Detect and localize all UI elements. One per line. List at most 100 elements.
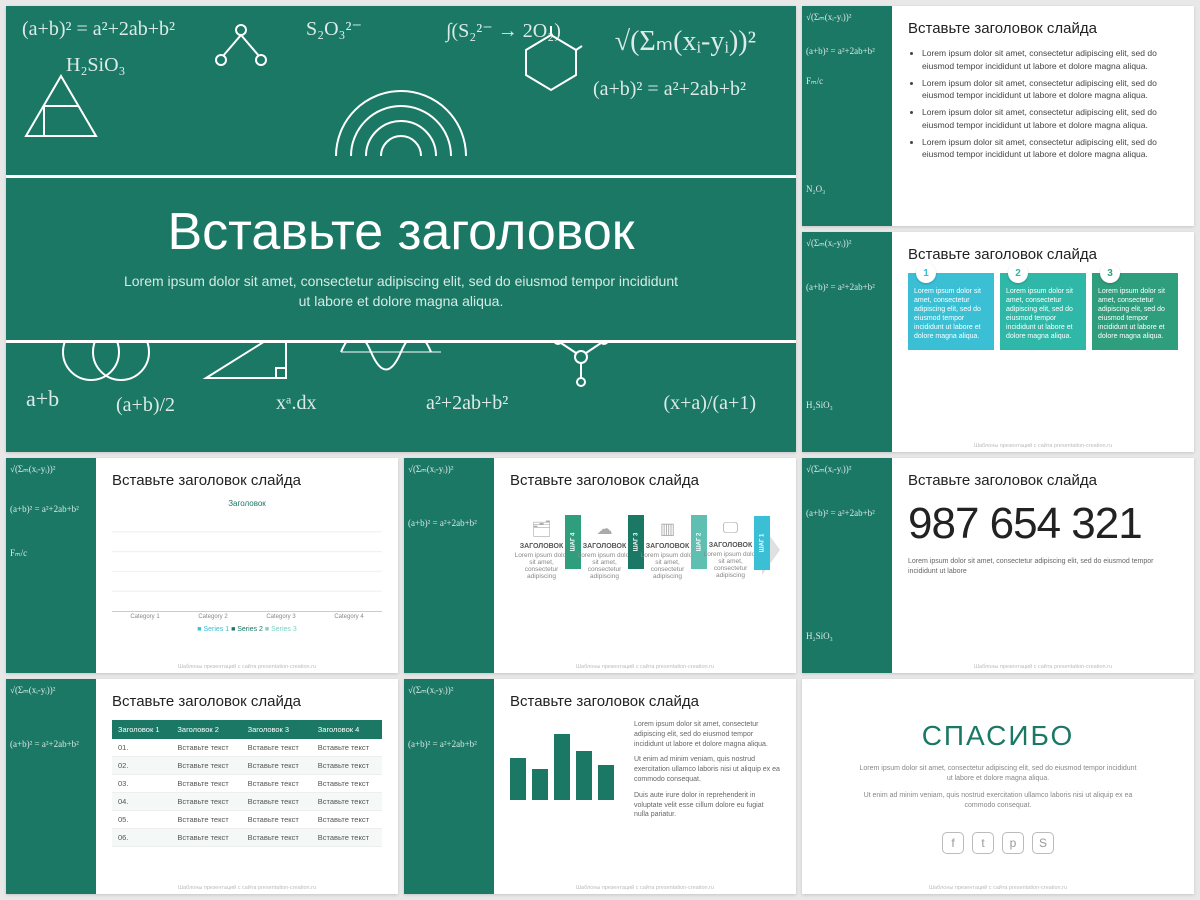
bullet-item: Lorem ipsum dolor sit amet, consectetur … bbox=[922, 106, 1178, 132]
slide-title: Вставьте заголовок слайда bbox=[510, 693, 780, 710]
benzene-icon bbox=[506, 20, 596, 100]
step-title: ЗАГОЛОВОК bbox=[640, 543, 695, 550]
paragraph: Ut enim ad minim veniam, quis nostrud ex… bbox=[634, 755, 780, 784]
slide-table[interactable]: √(Σₘ(xᵢ-yᵢ))² (a+b)² = a²+2ab+b² Вставьт… bbox=[6, 679, 398, 894]
hero-title: Вставьте заголовок bbox=[36, 202, 766, 262]
data-table: Заголовок 1Заголовок 2Заголовок 3Заголов… bbox=[112, 720, 382, 847]
table-header: Заголовок 2 bbox=[171, 720, 241, 739]
slide-thanks[interactable]: СПАСИБО Lorem ipsum dolor sit amet, cons… bbox=[802, 679, 1194, 894]
paragraph: Lorem ipsum dolor sit amet, consectetur … bbox=[634, 720, 780, 749]
table-cell: Вставьте текст bbox=[242, 793, 312, 811]
thanks-text: Lorem ipsum dolor sit amet, consectetur … bbox=[858, 764, 1138, 785]
step-text: Lorem ipsum dolor sit amet, consectetur … bbox=[640, 552, 695, 580]
category-label: Category 1 bbox=[118, 614, 172, 620]
social-icon[interactable]: p bbox=[1002, 832, 1024, 854]
step-icon: ☁ bbox=[577, 519, 632, 539]
table-header: Заголовок 4 bbox=[312, 720, 382, 739]
legend-item: Series 1 bbox=[197, 626, 231, 633]
step-text: Lorem ipsum dolor sit amet, consectetur … bbox=[577, 552, 632, 580]
process-arrow: 🗂 ЗАГОЛОВОК Lorem ipsum dolor sit amet, co… bbox=[510, 519, 780, 580]
table-cell: Вставьте текст bbox=[171, 829, 241, 847]
side-chalk: √(Σₘ(xᵢ-yᵢ))² (a+b)² = a²+2ab+b² Fₘ/c N₂… bbox=[802, 6, 892, 226]
table-cell: 02. bbox=[112, 757, 171, 775]
process-step: 🖵 ЗАГОЛОВОК Lorem ipsum dolor sit amet, co… bbox=[699, 520, 762, 579]
slide-title: Вставьте заголовок слайда bbox=[908, 20, 1178, 37]
hero-subtitle: Lorem ipsum dolor sit amet, consectetur … bbox=[121, 272, 681, 311]
slide-process[interactable]: √(Σₘ(xᵢ-yᵢ))² (a+b)² = a²+2ab+b² Вставьт… bbox=[404, 458, 796, 673]
step-text: Lorem ipsum dolor sit amet, consectetur … bbox=[514, 552, 569, 580]
arc-icon bbox=[326, 56, 476, 166]
slide-barchart[interactable]: √(Σₘ(xᵢ-yᵢ))² (a+b)² = a²+2ab+b² Fₘ/c Вс… bbox=[6, 458, 398, 673]
slide-minichart[interactable]: √(Σₘ(xᵢ-yᵢ))² (a+b)² = a²+2ab+b² Вставьт… bbox=[404, 679, 796, 894]
category-labels: Category 1Category 2Category 3Category 4 bbox=[112, 612, 382, 620]
step-icon: 🗂 bbox=[514, 519, 569, 539]
process-step: ☁ ЗАГОЛОВОК Lorem ipsum dolor sit amet, co… bbox=[573, 519, 636, 580]
bullet-item: Lorem ipsum dolor sit amet, consectetur … bbox=[922, 136, 1178, 162]
step-title: ЗАГОЛОВОК bbox=[703, 542, 758, 549]
table-cell: Вставьте текст bbox=[171, 739, 241, 757]
badge-number: 1 bbox=[916, 263, 936, 283]
table-cell: Вставьте текст bbox=[242, 775, 312, 793]
table-cell: Вставьте текст bbox=[312, 793, 382, 811]
badge-number: 2 bbox=[1008, 263, 1028, 283]
category-label: Category 4 bbox=[322, 614, 376, 620]
table-cell: 03. bbox=[112, 775, 171, 793]
info-box: 3Lorem ipsum dolor sit amet, consectetur… bbox=[1092, 273, 1178, 350]
table-cell: Вставьте текст bbox=[242, 829, 312, 847]
chart-legend: Series 1 Series 2 Series 3 bbox=[112, 626, 382, 633]
table-cell: Вставьте текст bbox=[312, 775, 382, 793]
table-cell: Вставьте текст bbox=[242, 811, 312, 829]
social-icons: ftpS bbox=[942, 832, 1054, 854]
footer-note: Шаблоны презентаций с сайта presentation… bbox=[494, 664, 796, 670]
slide-title: Вставьте заголовок слайда bbox=[112, 693, 382, 710]
table-row: 06.Вставьте текстВставьте текстВставьте … bbox=[112, 829, 382, 847]
legend-item: Series 3 bbox=[265, 626, 297, 633]
table-cell: Вставьте текст bbox=[312, 811, 382, 829]
table-cell: 06. bbox=[112, 829, 171, 847]
table-cell: Вставьте текст bbox=[171, 775, 241, 793]
step-title: ЗАГОЛОВОК bbox=[577, 543, 632, 550]
thanks-text: Ut enim ad minim veniam, quis nostrud ex… bbox=[858, 791, 1138, 812]
footer-note: Шаблоны презентаций с сайта presentation… bbox=[892, 443, 1194, 449]
slide-boxes[interactable]: √(Σₘ(xᵢ-yᵢ))² (a+b)² = a²+2ab+b² H₂SiO₃ … bbox=[802, 232, 1194, 452]
table-row: 04.Вставьте текстВставьте текстВставьте … bbox=[112, 793, 382, 811]
mini-bar bbox=[576, 751, 592, 800]
step-label: ШАГ 1 bbox=[759, 534, 765, 553]
social-icon[interactable]: S bbox=[1032, 832, 1054, 854]
table-row: 05.Вставьте текстВставьте текстВставьте … bbox=[112, 811, 382, 829]
slide-bullets[interactable]: √(Σₘ(xᵢ-yᵢ))² (a+b)² = a²+2ab+b² Fₘ/c N₂… bbox=[802, 6, 1194, 226]
mini-bar bbox=[554, 734, 570, 801]
step-icon: 🖵 bbox=[703, 520, 758, 538]
step-text: Lorem ipsum dolor sit amet, consectetur … bbox=[703, 551, 758, 579]
number-caption: Lorem ipsum dolor sit amet, consectetur … bbox=[908, 557, 1178, 577]
bullet-item: Lorem ipsum dolor sit amet, consectetur … bbox=[922, 77, 1178, 103]
bullet-list: Lorem ipsum dolor sit amet, consectetur … bbox=[908, 47, 1178, 161]
process-step: ▥ ЗАГОЛОВОК Lorem ipsum dolor sit amet, co… bbox=[636, 519, 699, 580]
triangle-icon bbox=[16, 66, 106, 146]
table-cell: 05. bbox=[112, 811, 171, 829]
table-row: 01.Вставьте текстВставьте текстВставьте … bbox=[112, 739, 382, 757]
category-label: Category 2 bbox=[186, 614, 240, 620]
paragraph: Duis aute irure dolor in reprehenderit i… bbox=[634, 791, 780, 820]
mini-bar bbox=[532, 769, 548, 801]
footer-note: Шаблоны презентаций с сайта presentation… bbox=[494, 885, 796, 891]
table-cell: Вставьте текст bbox=[171, 811, 241, 829]
mini-bar bbox=[598, 765, 614, 800]
info-box: 2Lorem ipsum dolor sit amet, consectetur… bbox=[1000, 273, 1086, 350]
slide-hero[interactable]: (a+b)² = a²+2ab+b² H₂SiO₃ S₂O₃²⁻ ∫(S₂²⁻ … bbox=[6, 6, 796, 452]
table-cell: Вставьте текст bbox=[171, 757, 241, 775]
social-icon[interactable]: t bbox=[972, 832, 994, 854]
thanks-title: СПАСИБО bbox=[922, 720, 1075, 752]
big-number: 987 654 321 bbox=[908, 499, 1178, 549]
social-icon[interactable]: f bbox=[942, 832, 964, 854]
hero-band: Вставьте заголовок Lorem ipsum dolor sit… bbox=[6, 175, 796, 342]
molecule-icon bbox=[206, 20, 276, 80]
slide-number[interactable]: √(Σₘ(xᵢ-yᵢ))² (a+b)² = a²+2ab+b² H₂SiO₃ … bbox=[802, 458, 1194, 673]
side-chalk: √(Σₘ(xᵢ-yᵢ))² (a+b)² = a²+2ab+b² Fₘ/c bbox=[6, 458, 96, 673]
chart-title: Заголовок bbox=[112, 499, 382, 508]
table-cell: Вставьте текст bbox=[312, 757, 382, 775]
step-icon: ▥ bbox=[640, 519, 695, 539]
table-header: Заголовок 3 bbox=[242, 720, 312, 739]
legend-item: Series 2 bbox=[231, 626, 265, 633]
footer-note: Шаблоны презентаций с сайта presentation… bbox=[802, 885, 1194, 891]
